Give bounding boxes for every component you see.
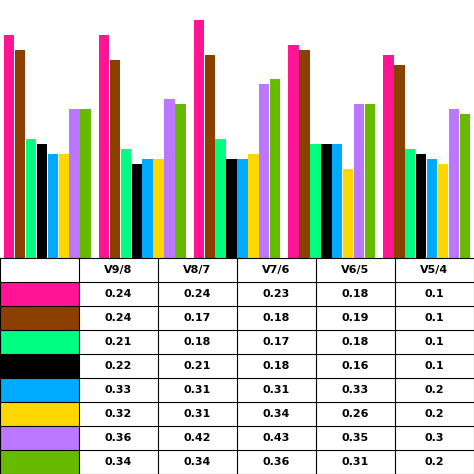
Bar [226, 159, 237, 258]
Bar [0, 426, 79, 450]
Bar [438, 164, 448, 258]
Bar [354, 104, 365, 258]
Text: 0.18: 0.18 [342, 289, 369, 299]
Text: V8/7: V8/7 [183, 265, 211, 275]
Bar [394, 64, 405, 258]
Bar [153, 159, 164, 258]
Bar [80, 109, 91, 258]
Text: 0.18: 0.18 [342, 337, 369, 347]
Bar [142, 159, 153, 258]
Bar [259, 84, 270, 258]
Text: 0.1: 0.1 [425, 337, 444, 347]
Text: 0.2: 0.2 [425, 457, 444, 467]
Bar [310, 144, 321, 258]
Text: 0.2: 0.2 [425, 409, 444, 419]
Bar [0, 283, 79, 306]
Bar [383, 55, 394, 258]
Bar [416, 154, 427, 258]
Bar [0, 450, 79, 474]
Bar [26, 139, 36, 258]
Bar [47, 154, 58, 258]
Bar [0, 354, 79, 378]
Text: 0.33: 0.33 [105, 385, 132, 395]
Text: 0.2: 0.2 [425, 385, 444, 395]
Bar [58, 154, 69, 258]
Bar [215, 139, 226, 258]
Bar [193, 20, 204, 258]
Bar [164, 100, 175, 258]
Text: 0.35: 0.35 [342, 433, 369, 443]
Bar [0, 330, 79, 354]
Bar [4, 35, 15, 258]
Text: 0.21: 0.21 [184, 361, 211, 371]
Text: 0.31: 0.31 [263, 385, 290, 395]
Bar [69, 109, 80, 258]
Text: 0.36: 0.36 [105, 433, 132, 443]
Bar [109, 60, 120, 258]
Text: 0.34: 0.34 [184, 457, 211, 467]
Bar [270, 80, 281, 258]
Text: 0.18: 0.18 [184, 337, 211, 347]
Text: 0.31: 0.31 [342, 457, 369, 467]
Text: 0.1: 0.1 [425, 361, 444, 371]
Bar [365, 104, 375, 258]
Bar [120, 149, 131, 258]
Bar [288, 45, 299, 258]
Bar [99, 35, 109, 258]
Text: 0.3: 0.3 [425, 433, 444, 443]
Text: 0.19: 0.19 [342, 313, 369, 323]
Text: V9/8: V9/8 [104, 265, 133, 275]
Bar [459, 114, 470, 258]
Bar [332, 144, 343, 258]
Bar [36, 144, 47, 258]
Text: 0.1: 0.1 [425, 313, 444, 323]
Text: 0.24: 0.24 [105, 313, 132, 323]
Text: 0.23: 0.23 [263, 289, 290, 299]
Bar [405, 149, 416, 258]
Text: 0.34: 0.34 [263, 409, 290, 419]
Text: 0.1: 0.1 [425, 289, 444, 299]
Bar [15, 50, 26, 258]
Bar [448, 109, 459, 258]
Text: 0.33: 0.33 [342, 385, 369, 395]
Text: 0.26: 0.26 [342, 409, 369, 419]
Text: 0.34: 0.34 [105, 457, 132, 467]
Text: 0.22: 0.22 [105, 361, 132, 371]
Bar [343, 169, 354, 258]
Bar [131, 164, 142, 258]
Text: 0.43: 0.43 [263, 433, 290, 443]
Bar [427, 159, 438, 258]
Bar [204, 55, 215, 258]
Text: 0.16: 0.16 [342, 361, 369, 371]
Text: 0.31: 0.31 [184, 385, 211, 395]
Text: 0.17: 0.17 [263, 337, 290, 347]
Text: 0.42: 0.42 [184, 433, 211, 443]
Text: V6/5: V6/5 [341, 265, 370, 275]
Bar [0, 378, 79, 402]
Text: 0.17: 0.17 [184, 313, 211, 323]
Text: V5/4: V5/4 [420, 265, 448, 275]
Bar [248, 154, 259, 258]
Bar [237, 159, 248, 258]
Bar [299, 50, 310, 258]
Text: 0.21: 0.21 [105, 337, 132, 347]
Text: 0.36: 0.36 [263, 457, 290, 467]
Bar [321, 144, 332, 258]
Bar [0, 306, 79, 330]
Bar [0, 402, 79, 426]
Text: 0.18: 0.18 [263, 361, 290, 371]
Text: 0.24: 0.24 [105, 289, 132, 299]
Text: 0.18: 0.18 [263, 313, 290, 323]
Text: 0.32: 0.32 [105, 409, 132, 419]
Bar [175, 104, 186, 258]
Text: V7/6: V7/6 [262, 265, 291, 275]
Text: 0.24: 0.24 [184, 289, 211, 299]
Text: 0.31: 0.31 [184, 409, 211, 419]
